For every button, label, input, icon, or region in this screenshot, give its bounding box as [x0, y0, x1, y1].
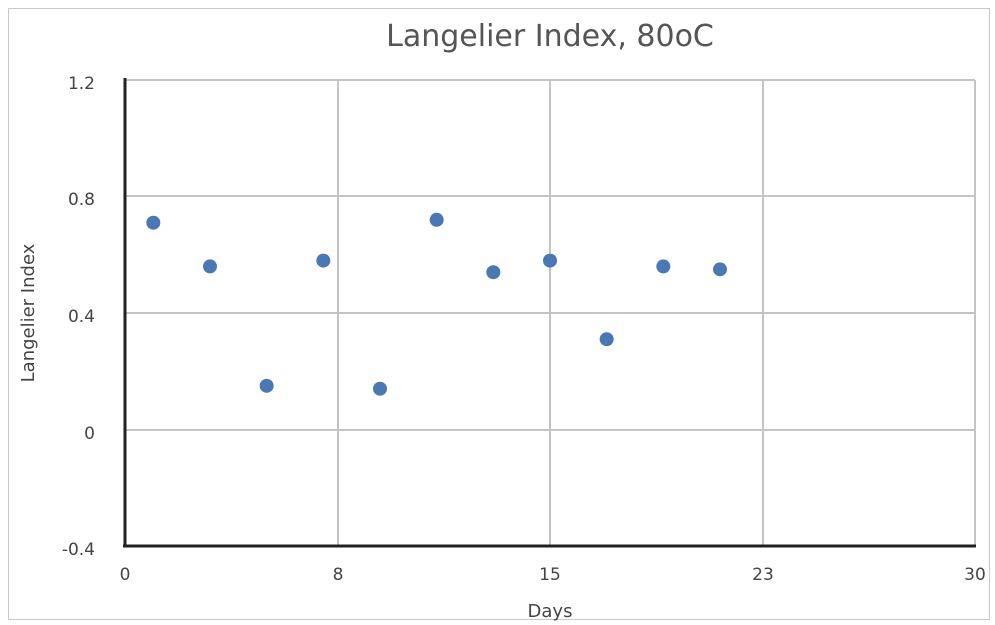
grid — [125, 79, 976, 546]
data-point — [429, 212, 444, 227]
x-tick-label: 30 — [964, 565, 986, 585]
data-point — [599, 332, 614, 347]
x-tick-label: 0 — [120, 565, 131, 585]
data-point — [543, 253, 557, 268]
data-point — [316, 253, 331, 268]
data-points — [146, 212, 727, 396]
y-tick-label: 0.8 — [68, 190, 95, 210]
data-point — [713, 262, 727, 277]
x-tick-label: 8 — [333, 565, 344, 585]
data-point — [656, 259, 671, 274]
x-tick-label: 15 — [539, 565, 561, 585]
y-axis-label: Langelier Index — [18, 243, 39, 382]
x-axis-label: Days — [528, 601, 573, 622]
data-point — [203, 259, 217, 274]
y-tick-label: 1.2 — [68, 74, 95, 94]
y-tick-label: 0.4 — [68, 307, 95, 327]
data-point — [259, 378, 274, 393]
data-point — [146, 215, 161, 230]
y-tick-label: -0.4 — [62, 540, 95, 560]
data-point — [373, 381, 387, 396]
x-tick-label: 23 — [752, 565, 774, 585]
chart-title: Langelier Index, 80oC — [386, 19, 714, 54]
data-point — [486, 265, 501, 280]
y-tick-label: 0 — [84, 424, 95, 444]
